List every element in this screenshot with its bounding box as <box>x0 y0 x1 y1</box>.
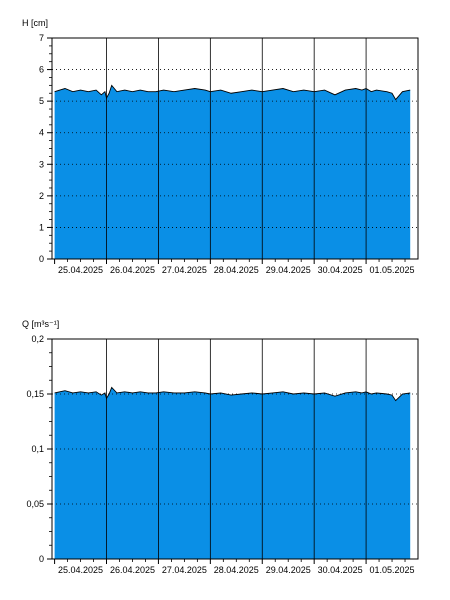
x-tick-label: 27.04.2025 <box>162 565 207 575</box>
x-tick-label: 30.04.2025 <box>318 265 363 275</box>
y-tick-label: 0 <box>39 254 44 264</box>
x-tick-label: 25.04.2025 <box>58 265 103 275</box>
x-tick-label: 01.05.2025 <box>370 265 415 275</box>
plot-frame <box>51 37 419 260</box>
x-tick-label: 28.04.2025 <box>214 565 259 575</box>
water-level-chart: 0 1 2 3 4 5 6 7 25.04.2025 26.04.2025 27.04.2025 28… <box>22 18 419 275</box>
y-tick-label: 0,1 <box>31 444 44 454</box>
x-tick-label: 01.05.2025 <box>370 565 415 575</box>
y-tick-label: 0,2 <box>31 334 44 344</box>
x-tick-label: 29.04.2025 <box>266 265 311 275</box>
x-tick-label: 28.04.2025 <box>214 265 259 275</box>
y-tick-label: 0,05 <box>26 499 44 509</box>
y-tick-label: 4 <box>39 128 44 138</box>
series-area <box>54 387 411 559</box>
y-tick-label: 0 <box>39 554 44 564</box>
x-tick-label: 30.04.2025 <box>318 565 363 575</box>
x-tick-label: 26.04.2025 <box>110 265 155 275</box>
y-tick-label: 1 <box>39 222 44 232</box>
y-tick-label: 2 <box>39 191 44 201</box>
y-tick-label: 5 <box>39 96 44 106</box>
x-tick-label: 25.04.2025 <box>58 565 103 575</box>
y-tick-label: 7 <box>39 33 44 43</box>
x-tick-label: 29.04.2025 <box>266 565 311 575</box>
plot-frame <box>51 338 419 560</box>
y-axis-title: Q [m³s⁻¹] <box>22 319 59 329</box>
series-area <box>54 85 411 259</box>
y-tick-label: 6 <box>39 65 44 75</box>
x-tick-label: 27.04.2025 <box>162 265 207 275</box>
y-tick-label: 3 <box>39 159 44 169</box>
y-tick-label: 0,15 <box>26 389 44 399</box>
y-axis-title: H [cm] <box>22 18 48 28</box>
x-tick-label: 26.04.2025 <box>110 565 155 575</box>
discharge-chart: 0 0,05 0,1 0,15 0,2 25.04.2025 26.04.2025 27.04… <box>22 319 419 575</box>
